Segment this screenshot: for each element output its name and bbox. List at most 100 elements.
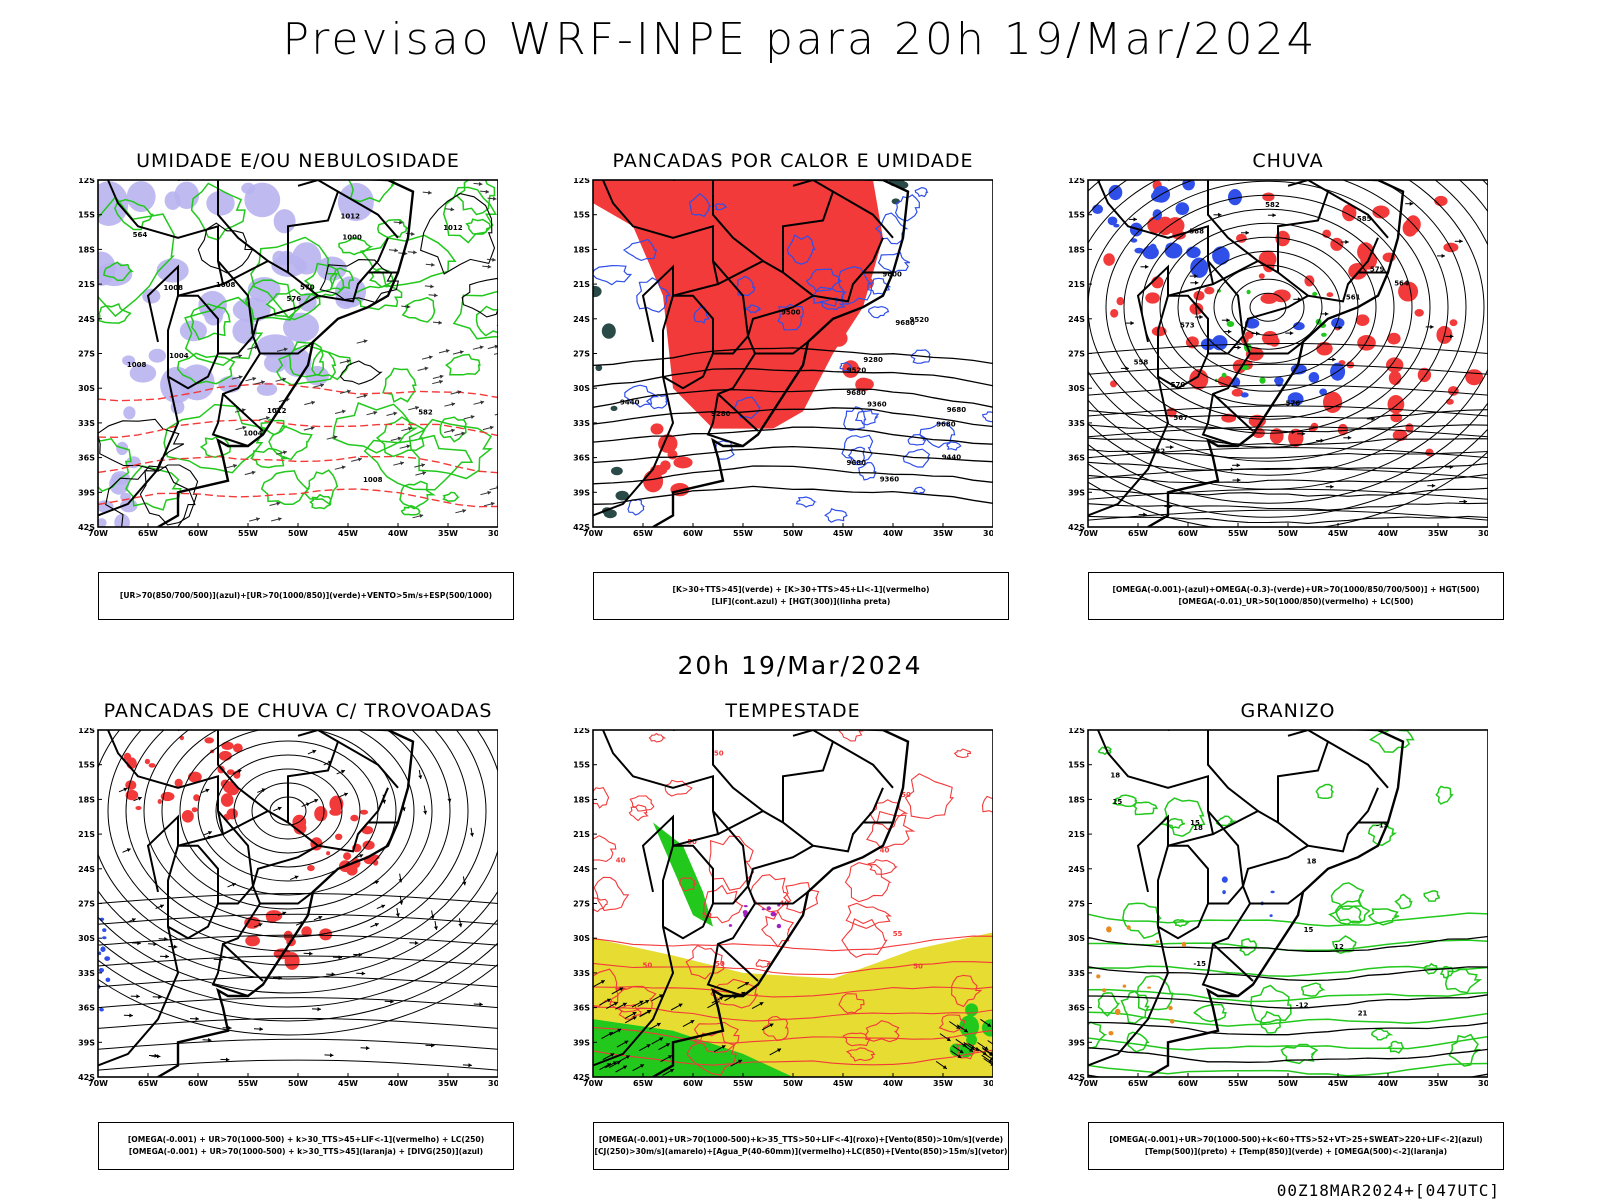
longitude-tick-label: 35W xyxy=(438,529,458,538)
thunderstorm-area xyxy=(283,930,293,942)
precipitable-water-contour xyxy=(845,902,893,929)
state-border xyxy=(747,844,814,887)
state-border xyxy=(782,190,894,273)
streamline-arrow xyxy=(462,876,467,886)
wind-vector xyxy=(276,347,288,352)
instability-area xyxy=(611,466,623,476)
panel-legend: [OMEGA(-0.001) + UR>70(1000-500) + k>30_… xyxy=(98,1122,514,1170)
temp-850-contour xyxy=(1122,902,1162,939)
rain-area xyxy=(1156,216,1174,236)
severe-storm-area xyxy=(743,905,748,908)
longitude-tick-label: 55W xyxy=(1228,529,1248,538)
contour-label: 40 xyxy=(880,847,890,855)
wind-vector xyxy=(428,293,438,298)
omega-area xyxy=(1113,223,1120,228)
latitude-tick-label: 21S xyxy=(1068,830,1085,839)
temp-850-contour xyxy=(1334,899,1371,924)
wind-vector xyxy=(473,400,485,405)
humidity-700-area xyxy=(206,190,235,216)
omega-strong-area xyxy=(1122,984,1127,988)
rain-area xyxy=(1448,386,1459,396)
contour-label: 15 xyxy=(1113,798,1123,806)
streamline-arrow xyxy=(370,880,380,886)
wind-vector xyxy=(982,1048,993,1057)
streamline xyxy=(98,892,498,904)
rain-area xyxy=(1193,290,1205,301)
humidity-700-area xyxy=(283,312,319,343)
lifted-index-contour xyxy=(841,434,874,464)
latitude-tick-label: 36S xyxy=(573,454,590,463)
contour-label: 9280 xyxy=(863,356,883,364)
latitude-tick-label: 12S xyxy=(1068,728,1085,735)
humidity-low-contour xyxy=(265,288,321,321)
longitude-tick-label: 45W xyxy=(1328,529,1348,538)
thunderstorm-area xyxy=(204,737,214,744)
wind-vector xyxy=(444,428,456,433)
humidity-low-contour xyxy=(382,367,417,403)
streamline-arrow xyxy=(1334,325,1343,330)
wind-vector xyxy=(313,383,325,388)
wind-vector xyxy=(660,1054,673,1063)
humidity-low-contour xyxy=(442,186,498,244)
rain-area xyxy=(1145,292,1160,304)
streamline-arrow xyxy=(133,796,142,802)
wind-vector xyxy=(658,1043,671,1051)
humidity-low-contour xyxy=(452,290,498,340)
coastline xyxy=(157,730,415,1077)
state-border xyxy=(222,943,264,982)
streamline xyxy=(1088,426,1488,438)
precipitable-water-contour xyxy=(938,1014,966,1033)
precipitable-water-contour xyxy=(838,993,865,1014)
streamline-arrow xyxy=(122,848,131,853)
rain-area xyxy=(1414,309,1424,317)
humidity-low-contour xyxy=(309,493,332,510)
panel-title: CHUVA xyxy=(1252,150,1324,172)
state-border xyxy=(1242,294,1309,337)
wind-vector xyxy=(269,501,281,506)
longitude-tick-label: 55W xyxy=(733,1079,753,1088)
contour-label: 582 xyxy=(1265,201,1280,209)
wind-vector xyxy=(244,470,256,476)
panel-legend: [K>30+TTS>45](verde) + [K>30+TTS>45+LI<-… xyxy=(593,572,1009,620)
height-300-contour xyxy=(593,426,993,445)
wind-vector xyxy=(737,981,750,989)
longitude-tick-label: 70W xyxy=(1078,529,1098,538)
streamline-arrow xyxy=(1221,318,1230,323)
humidity-low-contour xyxy=(190,303,231,341)
state-border xyxy=(178,810,255,905)
longitude-tick-label: 45W xyxy=(833,529,853,538)
streamline xyxy=(98,730,498,980)
humidity-low-contour xyxy=(375,416,426,458)
state-border xyxy=(601,180,720,343)
streamline-arrow xyxy=(1285,331,1294,336)
contour-label: 1012 xyxy=(341,212,361,220)
legend-line: [OMEGA(-0.001)+UR>70(1000-500)+k>35_TTS>… xyxy=(598,1135,1004,1144)
lifted-index-contour xyxy=(627,498,646,516)
temp-850-contour xyxy=(1132,801,1158,816)
convective-area xyxy=(801,191,830,225)
streamline-arrow xyxy=(273,975,283,980)
wind-vector xyxy=(968,1043,980,1052)
rain-area xyxy=(1388,370,1402,386)
omega-area xyxy=(1274,376,1284,385)
latitude-tick-label: 33S xyxy=(573,969,590,978)
rain-area xyxy=(1103,253,1115,266)
thunderstorm-area xyxy=(181,810,194,823)
latitude-tick-label: 27S xyxy=(78,900,95,909)
omega-strong-area xyxy=(1169,1019,1175,1024)
wind-vector xyxy=(599,1063,612,1071)
wind-vector xyxy=(952,1045,964,1054)
wind-vector xyxy=(226,463,238,469)
lifted-index-contour xyxy=(805,268,842,293)
humidity-low-contour xyxy=(98,303,132,324)
temp-850-contour xyxy=(1301,982,1326,997)
wind-vector xyxy=(670,1003,683,1011)
wind-vector xyxy=(326,435,338,440)
longitude-tick-label: 30W xyxy=(1478,1079,1488,1088)
height-500-contour xyxy=(1088,487,1488,497)
contour-label: 18 xyxy=(1193,824,1203,832)
state-border xyxy=(287,190,399,273)
rain-area xyxy=(1217,375,1233,387)
thunderstorm-area xyxy=(157,799,162,804)
streamline-arrow xyxy=(1287,430,1296,435)
